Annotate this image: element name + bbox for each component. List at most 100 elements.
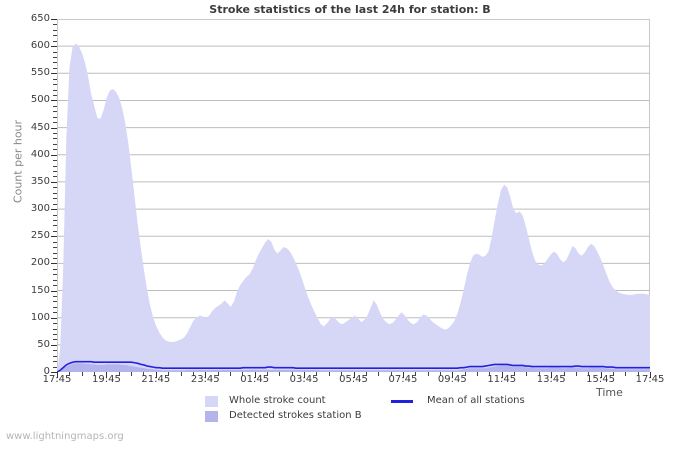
y-tick-major bbox=[51, 100, 57, 102]
x-tick-label: 07:45 bbox=[388, 374, 418, 385]
series-line-mean-of-all-stations bbox=[57, 362, 650, 372]
y-tick-minor bbox=[53, 323, 57, 325]
y-tick-minor bbox=[53, 67, 57, 69]
y-tick-minor bbox=[53, 29, 57, 31]
y-tick-major bbox=[51, 181, 57, 183]
y-tick-minor bbox=[53, 89, 57, 91]
y-tick-minor bbox=[53, 230, 57, 232]
y-tick-minor bbox=[53, 133, 57, 135]
y-tick-minor bbox=[53, 40, 57, 42]
y-tick-minor bbox=[53, 285, 57, 287]
x-tick-label: 11:45 bbox=[487, 374, 517, 385]
x-tick-major bbox=[304, 372, 306, 378]
series-area-detected-strokes bbox=[57, 363, 650, 372]
x-tick-minor bbox=[94, 372, 96, 376]
y-tick-minor bbox=[53, 143, 57, 145]
x-tick-minor bbox=[526, 372, 528, 376]
y-tick-major bbox=[51, 127, 57, 129]
x-tick-label: 09:45 bbox=[437, 374, 467, 385]
y-tick-minor bbox=[53, 105, 57, 107]
y-tick-minor bbox=[53, 306, 57, 308]
y-tick-label: 0 bbox=[43, 366, 50, 377]
x-tick-minor bbox=[612, 372, 614, 376]
x-axis-label: Time bbox=[596, 386, 623, 399]
x-tick-minor bbox=[390, 372, 392, 376]
x-tick-major bbox=[650, 372, 651, 378]
y-tick-minor bbox=[53, 111, 57, 113]
y-tick-minor bbox=[53, 116, 57, 118]
y-tick-minor bbox=[53, 252, 57, 254]
y-tick-label: 300 bbox=[30, 203, 50, 215]
x-tick-minor bbox=[588, 372, 590, 376]
legend-line-mean-of-all-stations bbox=[391, 400, 413, 403]
x-tick-major bbox=[353, 372, 355, 378]
x-tick-minor bbox=[477, 372, 479, 376]
y-tick-minor bbox=[53, 339, 57, 341]
y-tick-minor bbox=[53, 84, 57, 86]
y-tick-major bbox=[51, 73, 57, 75]
y-tick-major bbox=[51, 344, 57, 346]
y-tick-label: 200 bbox=[30, 257, 50, 269]
y-tick-label: 250 bbox=[30, 230, 50, 242]
x-tick-label: 19:45 bbox=[91, 374, 121, 385]
y-tick-minor bbox=[53, 257, 57, 259]
y-tick-major bbox=[51, 19, 57, 20]
watermark: www.lightningmaps.org bbox=[6, 431, 124, 442]
x-tick-minor bbox=[415, 372, 417, 376]
x-tick-minor bbox=[328, 372, 330, 376]
y-tick-label: 400 bbox=[30, 148, 50, 160]
legend-label-mean-of-all-stations: Mean of all stations bbox=[427, 395, 525, 406]
x-tick-minor bbox=[464, 372, 466, 376]
y-tick-minor bbox=[53, 160, 57, 162]
x-tick-minor bbox=[291, 372, 293, 376]
y-tick-minor bbox=[53, 361, 57, 363]
x-tick-minor bbox=[637, 372, 639, 376]
x-tick-major bbox=[254, 372, 256, 378]
y-tick-minor bbox=[53, 122, 57, 124]
x-tick-major bbox=[402, 372, 404, 378]
y-tick-label: 650 bbox=[30, 13, 50, 24]
x-tick-minor bbox=[316, 372, 318, 376]
x-tick-minor bbox=[427, 372, 429, 376]
x-tick-major bbox=[501, 372, 503, 378]
x-tick-label: 17:45 bbox=[635, 374, 665, 385]
x-tick-minor bbox=[625, 372, 627, 376]
y-tick-minor bbox=[53, 350, 57, 352]
x-tick-minor bbox=[168, 372, 170, 376]
y-tick-minor bbox=[53, 95, 57, 97]
y-tick-minor bbox=[53, 279, 57, 281]
series-area-whole-stroke-count bbox=[57, 43, 650, 372]
y-tick-minor bbox=[53, 366, 57, 368]
y-tick-major bbox=[51, 290, 57, 292]
y-tick-label: 350 bbox=[30, 175, 50, 187]
x-tick-label: 03:45 bbox=[289, 374, 319, 385]
y-tick-minor bbox=[53, 355, 57, 357]
x-tick-minor bbox=[279, 372, 281, 376]
y-tick-major bbox=[51, 46, 57, 48]
x-tick-major bbox=[551, 372, 553, 378]
x-tick-minor bbox=[267, 372, 269, 376]
y-tick-minor bbox=[53, 78, 57, 80]
x-tick-minor bbox=[217, 372, 219, 376]
chart-title: Stroke statistics of the last 24h for st… bbox=[209, 3, 491, 16]
x-tick-minor bbox=[563, 372, 565, 376]
x-tick-major bbox=[155, 372, 157, 378]
x-tick-minor bbox=[143, 372, 145, 376]
x-tick-major bbox=[106, 372, 108, 378]
y-tick-minor bbox=[53, 176, 57, 178]
y-tick-minor bbox=[53, 301, 57, 303]
y-tick-label: 500 bbox=[30, 94, 50, 106]
y-tick-minor bbox=[53, 198, 57, 200]
x-tick-minor bbox=[378, 372, 380, 376]
y-tick-minor bbox=[53, 57, 57, 58]
legend-row-2: Detected strokes station B bbox=[205, 409, 675, 424]
y-tick-minor bbox=[53, 51, 57, 53]
y-tick-minor bbox=[53, 171, 57, 173]
y-tick-label: 150 bbox=[30, 284, 50, 296]
x-tick-major bbox=[205, 372, 207, 378]
x-tick-label: 13:45 bbox=[536, 374, 566, 385]
x-tick-minor bbox=[118, 372, 120, 376]
y-tick-major bbox=[51, 372, 57, 373]
y-tick-minor bbox=[53, 225, 57, 227]
